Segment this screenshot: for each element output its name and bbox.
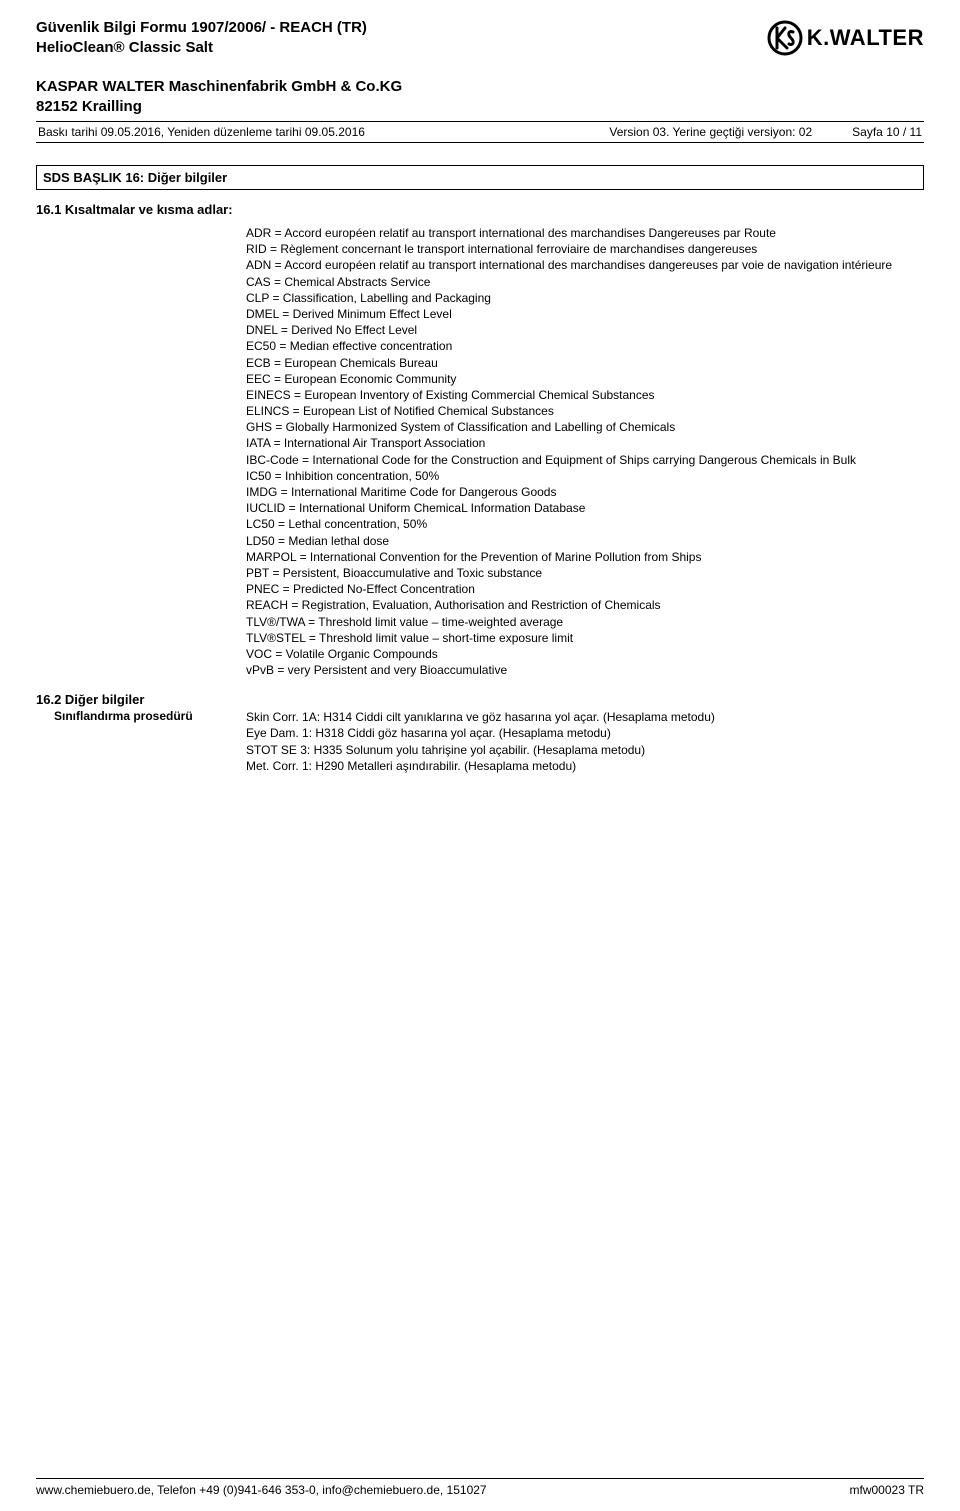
meta-row: Baskı tarihi 09.05.2016, Yeniden düzenle… — [36, 121, 924, 143]
abbreviation-line: LD50 = Median lethal dose — [246, 533, 924, 549]
classification-line: Met. Corr. 1: H290 Metalleri aşındırabil… — [246, 758, 924, 774]
abbreviation-line: TLV®STEL = Threshold limit value – short… — [246, 630, 924, 646]
header-titles: Güvenlik Bilgi Formu 1907/2006/ - REACH … — [36, 18, 367, 59]
company-block: KASPAR WALTER Maschinenfabrik GmbH & Co.… — [36, 77, 924, 118]
section-16-title: SDS BAŞLIK 16: Diğer bilgiler — [36, 165, 924, 190]
abbreviation-line: GHS = Globally Harmonized System of Clas… — [246, 419, 924, 435]
abbreviation-line: EEC = European Economic Community — [246, 371, 924, 387]
abbreviation-line: DNEL = Derived No Effect Level — [246, 322, 924, 338]
abbreviation-line: VOC = Volatile Organic Compounds — [246, 646, 924, 662]
abbreviation-line: vPvB = very Persistent and very Bioaccum… — [246, 662, 924, 678]
footer-right: mfw00023 TR — [850, 1483, 924, 1497]
abbreviation-line: RID = Règlement concernant le transport … — [246, 241, 924, 257]
classification-procedure-content: Skin Corr. 1A: H314 Ciddi cilt yanıkları… — [246, 709, 924, 774]
meta-page: Sayfa 10 / 11 — [852, 125, 922, 139]
company-line1: KASPAR WALTER Maschinenfabrik GmbH & Co.… — [36, 77, 924, 97]
abbreviation-line: IUCLID = International Uniform ChemicaL … — [246, 500, 924, 516]
company-logo: K.WALTER — [767, 20, 924, 56]
footer-left: www.chemiebuero.de, Telefon +49 (0)941-6… — [36, 1483, 487, 1497]
section-16-2-title: 16.2 Diğer bilgiler — [36, 692, 924, 707]
abbreviation-line: PNEC = Predicted No-Effect Concentration — [246, 581, 924, 597]
abbreviation-line: EC50 = Median effective concentration — [246, 338, 924, 354]
abbreviation-line: ELINCS = European List of Notified Chemi… — [246, 403, 924, 419]
abbreviations-block: ADR = Accord européen relatif au transpo… — [246, 225, 924, 678]
abbreviation-line: CLP = Classification, Labelling and Pack… — [246, 290, 924, 306]
abbreviation-line: REACH = Registration, Evaluation, Author… — [246, 597, 924, 613]
abbreviation-line: IMDG = International Maritime Code for D… — [246, 484, 924, 500]
abbreviation-line: EINECS = European Inventory of Existing … — [246, 387, 924, 403]
company-line2: 82152 Krailling — [36, 97, 924, 117]
abbreviation-line: TLV®/TWA = Threshold limit value – time-… — [246, 614, 924, 630]
logo-icon — [767, 20, 803, 56]
abbreviation-line: CAS = Chemical Abstracts Service — [246, 274, 924, 290]
abbreviation-line: ADN = Accord européen relatif au transpo… — [246, 257, 924, 273]
classification-line: Eye Dam. 1: H318 Ciddi göz hasarına yol … — [246, 725, 924, 741]
section-16-1-title: 16.1 Kısaltmalar ve kısma adlar: — [36, 202, 924, 217]
abbreviation-line: ADR = Accord européen relatif au transpo… — [246, 225, 924, 241]
abbreviation-line: ECB = European Chemicals Bureau — [246, 355, 924, 371]
classification-line: Skin Corr. 1A: H314 Ciddi cilt yanıkları… — [246, 709, 924, 725]
logo-text: K.WALTER — [807, 25, 924, 51]
classification-line: STOT SE 3: H335 Solunum yolu tahrişine y… — [246, 742, 924, 758]
abbreviation-line: PBT = Persistent, Bioaccumulative and To… — [246, 565, 924, 581]
meta-print-date: Baskı tarihi 09.05.2016, Yeniden düzenle… — [38, 125, 365, 139]
classification-procedure-label: Sınıflandırma prosedürü — [36, 709, 246, 774]
doc-title: Güvenlik Bilgi Formu 1907/2006/ - REACH … — [36, 18, 367, 38]
abbreviation-line: DMEL = Derived Minimum Effect Level — [246, 306, 924, 322]
meta-version: Version 03. Yerine geçtiği versiyon: 02 — [609, 125, 812, 139]
abbreviation-line: IBC-Code = International Code for the Co… — [246, 452, 924, 468]
page-footer: www.chemiebuero.de, Telefon +49 (0)941-6… — [36, 1478, 924, 1497]
abbreviation-line: LC50 = Lethal concentration, 50% — [246, 516, 924, 532]
product-name: HelioClean® Classic Salt — [36, 38, 367, 58]
abbreviation-line: IATA = International Air Transport Assoc… — [246, 435, 924, 451]
abbreviation-line: MARPOL = International Convention for th… — [246, 549, 924, 565]
abbreviation-line: IC50 = Inhibition concentration, 50% — [246, 468, 924, 484]
